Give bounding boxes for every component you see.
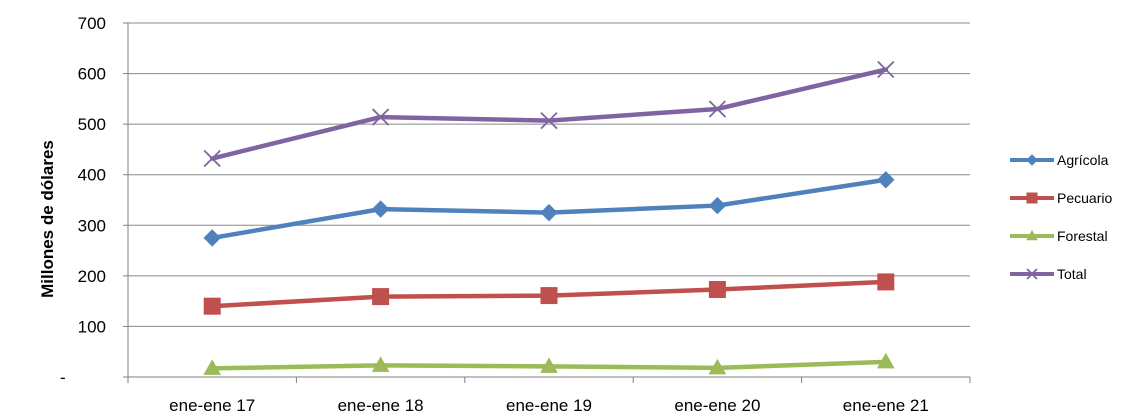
data-point bbox=[203, 297, 221, 315]
legend-swatch-marker bbox=[1026, 154, 1038, 166]
y-axis-title: Millones de dólares bbox=[38, 140, 57, 298]
x-tick-label: ene-ene 17 bbox=[169, 396, 255, 415]
y-axis-tick-labels: - 100 200 300 400 500 600 700 bbox=[60, 14, 106, 387]
data-point bbox=[877, 171, 895, 189]
legend-entry: Agrícola bbox=[1010, 152, 1109, 168]
data-point bbox=[540, 287, 558, 305]
data-point bbox=[540, 203, 558, 222]
data-point bbox=[371, 356, 390, 372]
data-point bbox=[708, 100, 727, 118]
data-point bbox=[203, 229, 221, 247]
y-tick-label: 300 bbox=[78, 216, 106, 235]
x-tick-label: ene-ene 20 bbox=[674, 396, 760, 415]
legend-entry: Total bbox=[1010, 266, 1087, 282]
data-point bbox=[203, 149, 221, 168]
y-tick-label: - bbox=[60, 368, 66, 387]
y-tick-label: 400 bbox=[78, 166, 106, 185]
gridlines bbox=[128, 22, 970, 327]
legend-swatch-marker bbox=[1026, 229, 1038, 241]
data-point bbox=[876, 352, 895, 369]
series-2 bbox=[203, 352, 895, 375]
data-point bbox=[877, 273, 895, 291]
x-tick-label: ene-ene 21 bbox=[843, 396, 929, 415]
series-1 bbox=[203, 273, 895, 315]
y-tick-label: 200 bbox=[78, 267, 106, 286]
data-point bbox=[540, 357, 558, 373]
x-tick-label: ene-ene 18 bbox=[338, 396, 424, 415]
x-tick-label: ene-ene 19 bbox=[506, 396, 592, 415]
legend-label: Agrícola bbox=[1057, 152, 1109, 168]
data-point bbox=[708, 281, 726, 299]
legend-swatch-marker bbox=[1026, 192, 1038, 204]
data-point bbox=[203, 359, 222, 375]
y-tick-label: 100 bbox=[78, 317, 106, 336]
data-point bbox=[877, 60, 895, 79]
y-tick-label: 600 bbox=[78, 65, 106, 84]
x-axis-tick-labels: ene-ene 17 ene-ene 18 ene-ene 19 ene-ene 20… bbox=[169, 396, 929, 415]
axes bbox=[123, 22, 971, 383]
data-point bbox=[708, 196, 727, 215]
data-point bbox=[371, 108, 390, 126]
legend-swatch-marker bbox=[1026, 268, 1038, 280]
data-point bbox=[540, 111, 558, 130]
series-line bbox=[209, 67, 889, 161]
legend-label: Forestal bbox=[1057, 228, 1108, 244]
data-point bbox=[371, 200, 390, 218]
data-point bbox=[372, 288, 390, 306]
series-lines bbox=[203, 60, 895, 375]
legend-entry: Pecuario bbox=[1010, 190, 1112, 206]
legend-entry: Forestal bbox=[1010, 228, 1108, 244]
series-3 bbox=[203, 60, 895, 168]
y-tick-label: 500 bbox=[78, 115, 106, 134]
legend: Agrícola Pecuario Forestal Total bbox=[1010, 152, 1112, 282]
series-0 bbox=[203, 171, 895, 247]
data-point bbox=[708, 358, 727, 375]
y-tick-label: 700 bbox=[78, 14, 106, 33]
legend-label: Pecuario bbox=[1057, 190, 1112, 206]
legend-label: Total bbox=[1057, 266, 1087, 282]
